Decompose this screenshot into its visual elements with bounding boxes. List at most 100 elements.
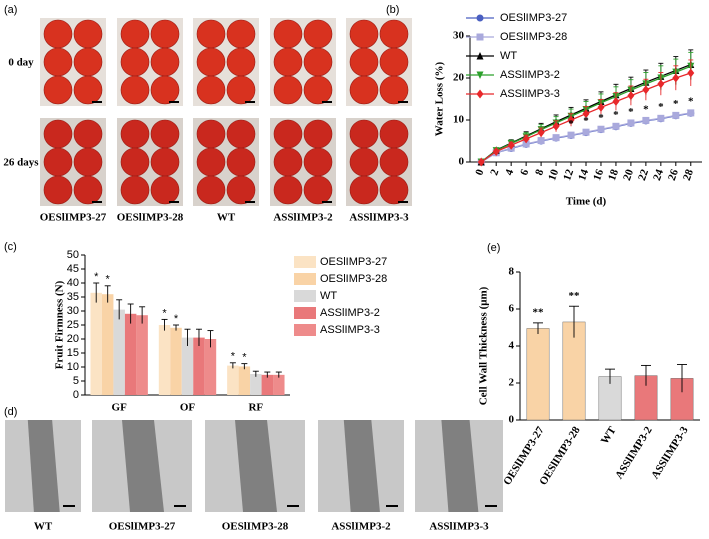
point	[597, 102, 605, 112]
y-tick-label: 8	[509, 266, 515, 278]
legend-swatch	[294, 307, 316, 319]
row-label: 0 day	[8, 57, 34, 69]
cell-wall	[122, 420, 164, 512]
y-tick-label: 45	[67, 263, 79, 275]
column-label: OESlIMP3-27	[40, 212, 107, 224]
point	[597, 125, 605, 133]
column-label: WT	[217, 212, 236, 224]
cell-wall	[441, 420, 479, 512]
significance-mark: *	[613, 109, 619, 121]
panel-label: (b)	[386, 4, 399, 16]
point	[492, 147, 500, 156]
tomato	[120, 75, 150, 105]
tomato	[379, 47, 409, 77]
bar	[101, 294, 114, 395]
point	[537, 128, 545, 138]
point	[582, 128, 590, 136]
tomato	[226, 19, 256, 49]
point	[507, 140, 515, 150]
x-tick-label: 12	[561, 167, 576, 182]
tomato	[349, 47, 379, 77]
tomato	[150, 75, 180, 105]
tomato	[273, 75, 303, 105]
column-label: OESlIMP3-28	[117, 212, 184, 224]
significance-mark: *	[106, 274, 111, 286]
legend-swatch	[294, 273, 316, 285]
y-axis-title: Fruit Firmness (N)	[54, 280, 66, 369]
point	[672, 73, 680, 83]
x-tick-label: 26	[666, 167, 681, 182]
tomato	[120, 47, 150, 77]
legend-label: ASSlIMP3-2	[500, 69, 560, 81]
bar	[273, 374, 285, 395]
tomato	[379, 75, 409, 105]
y-tick-label: 0	[459, 156, 465, 168]
tomato	[43, 175, 73, 205]
tomato	[226, 147, 256, 177]
y-tick-label: 0	[73, 389, 79, 401]
row-label: 26 days	[3, 157, 39, 169]
significance-mark: *	[628, 106, 634, 118]
tomato	[43, 47, 73, 77]
y-tick-label: 50	[67, 249, 79, 261]
point	[567, 131, 575, 139]
tomato	[196, 19, 226, 49]
cell-wall	[27, 420, 60, 512]
bar	[250, 374, 262, 395]
bar	[158, 325, 171, 395]
legend-label: WT	[320, 290, 337, 302]
y-tick-label: 35	[67, 291, 79, 303]
tomato	[303, 19, 333, 49]
point	[522, 140, 530, 148]
x-tick-label: 28	[681, 167, 696, 182]
x-tick-label: ASSlIMP3-2	[613, 424, 655, 481]
micrograph-label: WT	[34, 521, 53, 533]
x-tick-label: ASSlIMP3-3	[649, 424, 691, 481]
legend-swatch	[294, 324, 316, 336]
tomato	[273, 47, 303, 77]
legend-label: ASSlIMP3-3	[320, 324, 380, 336]
legend-label: OESlIMP3-28	[320, 273, 387, 285]
x-tick-label: 0	[473, 167, 486, 177]
y-axis-title: Cell Wall Thickness (μm)	[478, 286, 490, 405]
point	[687, 68, 695, 78]
point	[552, 134, 560, 142]
point	[627, 91, 635, 101]
y-tick-label: 0	[509, 414, 515, 426]
y-tick-label: 10	[453, 114, 465, 126]
point	[642, 85, 650, 95]
tomato	[73, 119, 103, 149]
tomato	[273, 175, 303, 205]
point	[657, 79, 665, 89]
tomato	[43, 119, 73, 149]
legend-label: OESlIMP3-28	[500, 31, 567, 43]
tomato	[150, 147, 180, 177]
x-tick-label: GF	[112, 402, 128, 414]
tomato	[196, 147, 226, 177]
panel-label: (e)	[487, 242, 500, 254]
tomato	[273, 119, 303, 149]
y-tick-label: 4	[509, 340, 515, 352]
legend-label: OESlIMP3-27	[500, 12, 567, 24]
bar	[261, 374, 274, 395]
significance-mark: *	[598, 112, 604, 124]
tomato	[196, 119, 226, 149]
bar	[170, 327, 182, 395]
x-tick-label: 2	[488, 167, 501, 177]
panel-label: (c)	[4, 241, 17, 253]
x-tick-label: 8	[533, 167, 546, 177]
tomato	[349, 75, 379, 105]
micrograph-label: OESlIMP3-27	[109, 521, 176, 533]
tomato	[303, 147, 333, 177]
point	[567, 115, 575, 125]
y-tick-label: 40	[67, 277, 79, 289]
bar	[181, 337, 194, 395]
significance-mark: *	[231, 351, 236, 363]
point	[477, 157, 485, 167]
point	[642, 116, 650, 124]
legend-label: WT	[500, 50, 517, 62]
tomato	[73, 75, 103, 105]
point	[612, 122, 620, 130]
panel-label: (d)	[4, 406, 17, 418]
